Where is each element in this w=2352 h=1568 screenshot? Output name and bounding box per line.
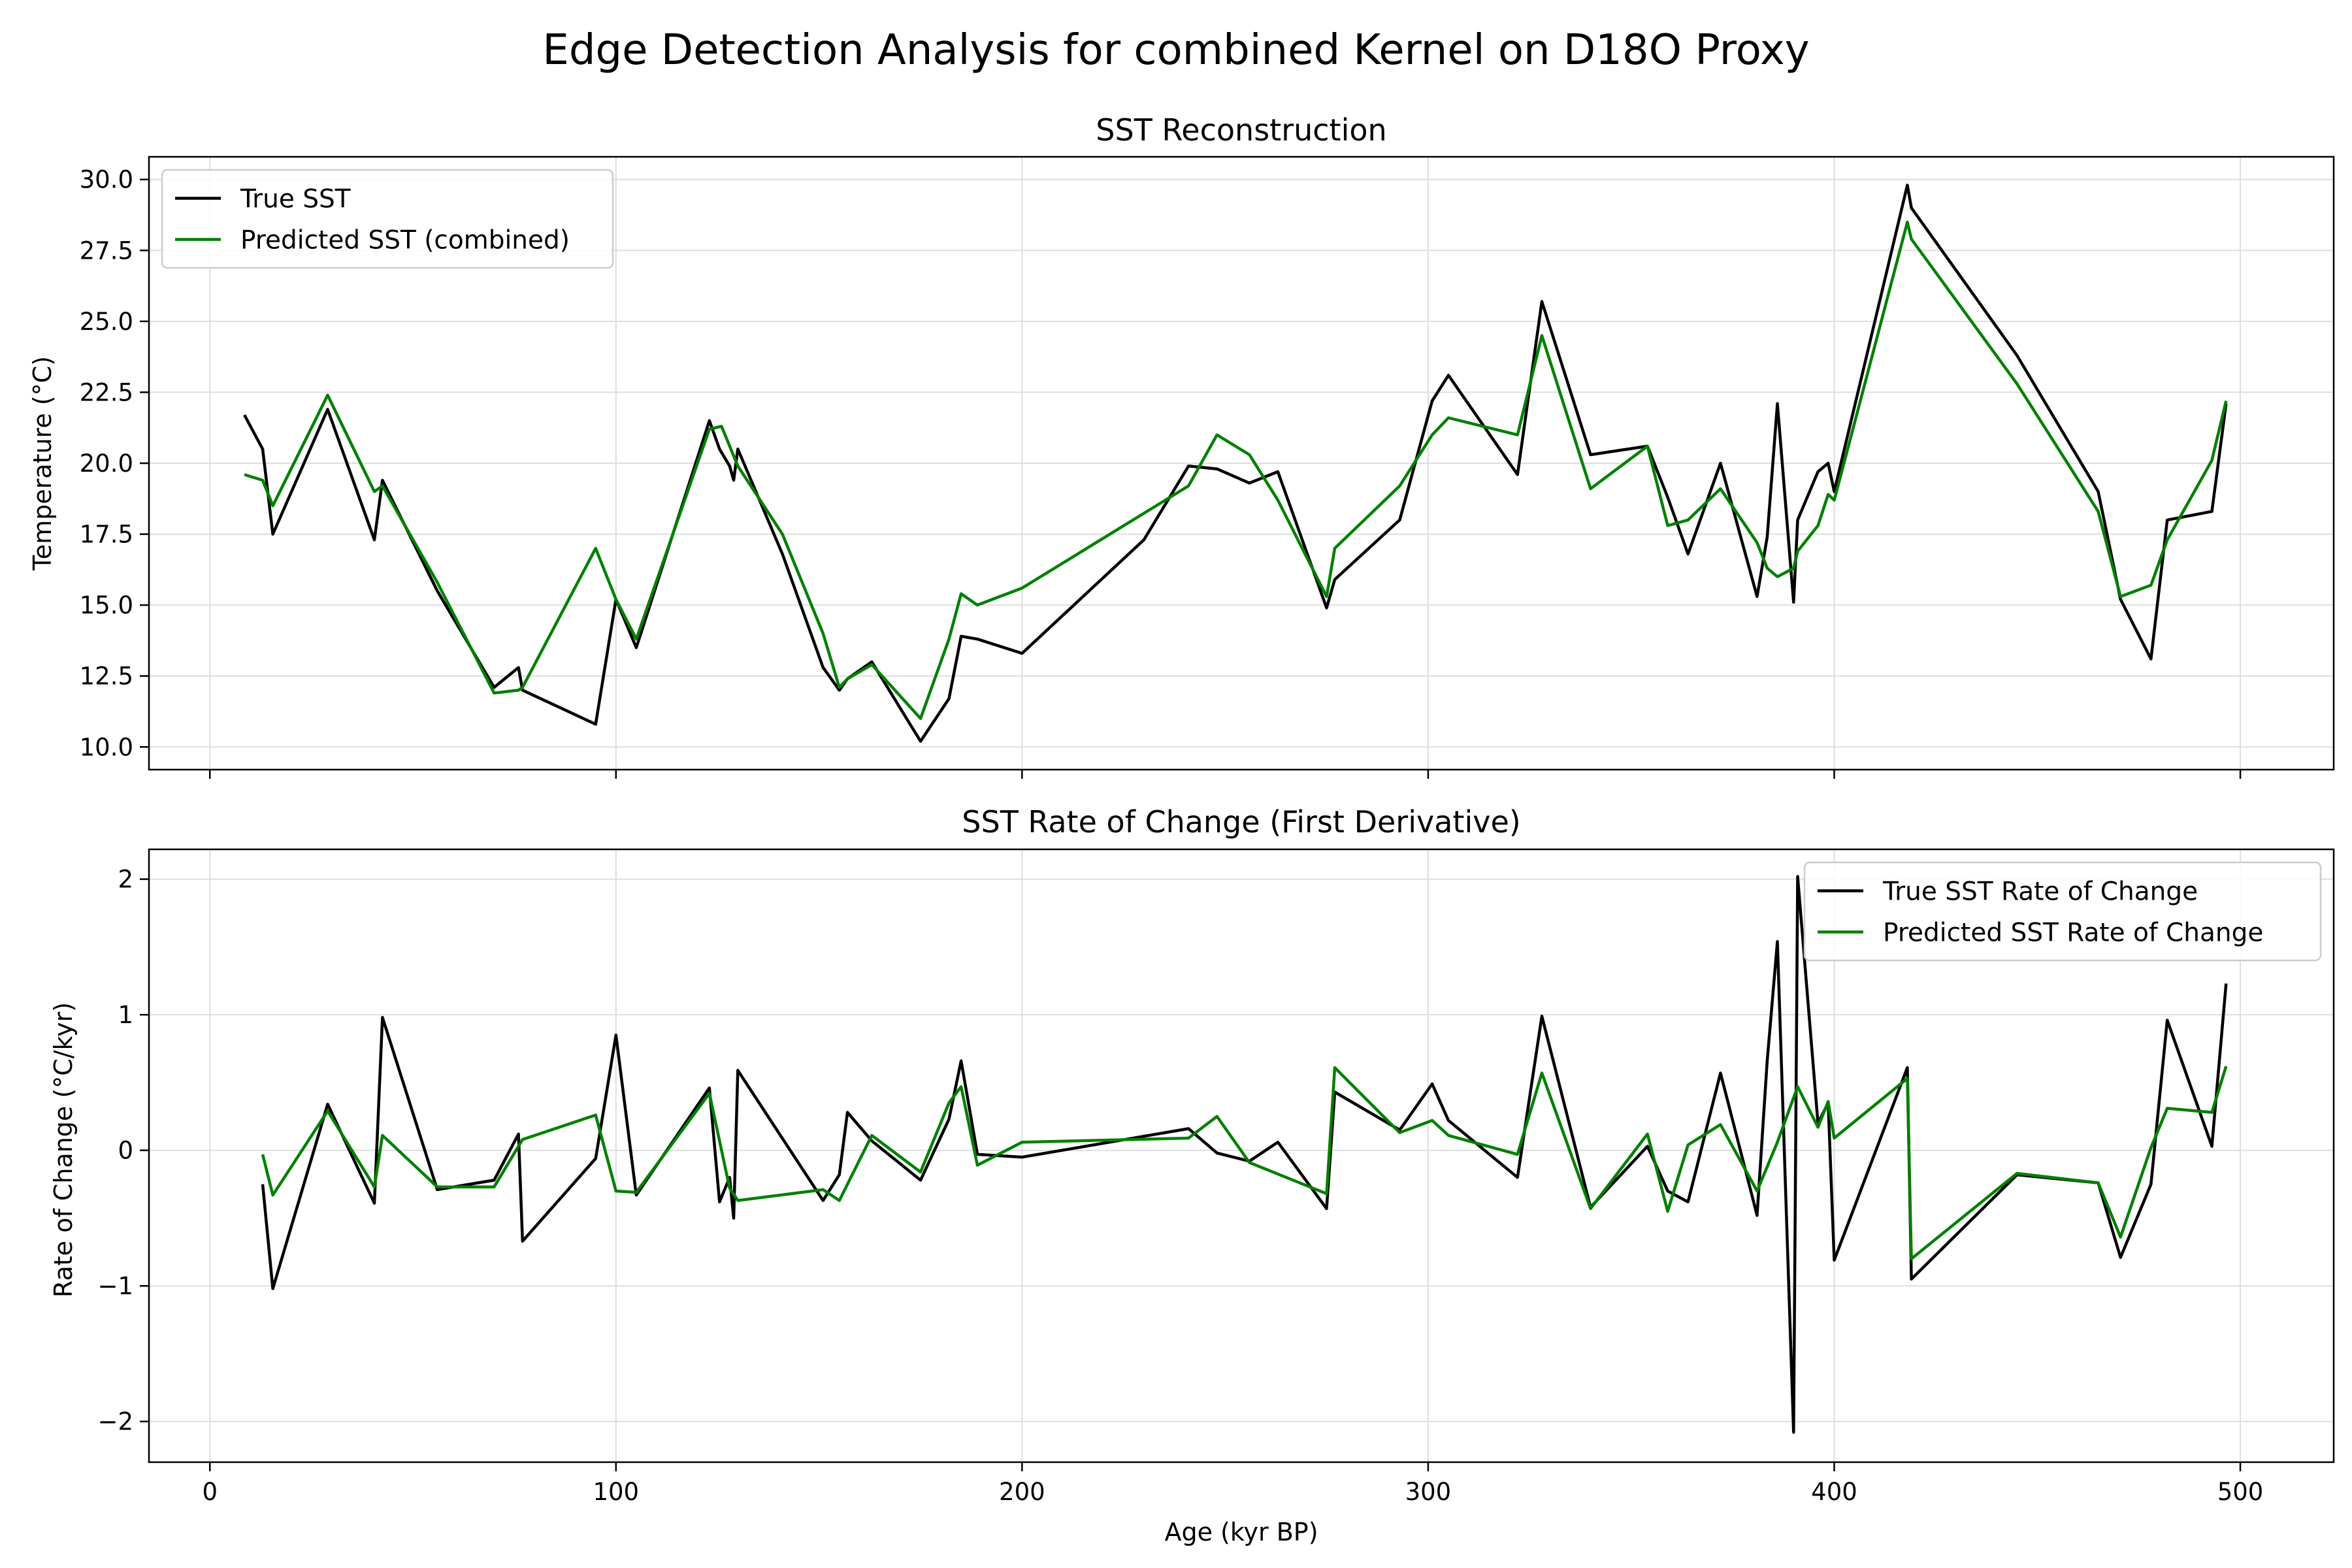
y-tick-label: 2 [118,866,133,894]
plot-frame [148,848,2335,1463]
series-line-true [243,184,2228,743]
x-tick-label: 300 [1405,1478,1452,1506]
figure-title: Edge Detection Analysis for combined Ker… [542,26,1809,74]
x-tick-label: 100 [593,1478,639,1506]
bottom-panel-title: SST Rate of Change (First Derivative) [962,804,1520,840]
x-tick-label: 200 [999,1478,1045,1506]
y-tick-label: 27.5 [80,237,133,265]
top-panel: 10.0 12.5 15.0 17.5 20.0 22.5 25.0 27.5 30.0 True… [80,155,2335,779]
legend-frame [161,169,614,269]
legend: True SST Predicted SST (combined) [161,169,614,269]
legend-label: True SST Rate of Change [1882,877,2198,907]
legend-label: Predicted SST (combined) [240,226,570,255]
series-line-predicted [244,220,2228,721]
legend-label: True SST [240,185,351,214]
top-panel-title: SST Reconstruction [1096,112,1386,148]
y-tick-label: 15.0 [80,591,133,619]
y-tick-label: −1 [97,1272,133,1300]
legend-frame [1803,861,2322,962]
y-tick-label: 1 [118,1001,133,1029]
y-tick-label: 17.5 [80,521,133,549]
y-tick-label: 30.0 [80,166,133,194]
series-line-true [261,875,2228,1434]
y-tick-label: 25.0 [80,308,133,336]
y-tick-label: 20.0 [80,449,133,478]
legend: True SST Rate of Change Predicted SST Rat… [1803,861,2322,962]
x-tick-label: 400 [1811,1478,1857,1506]
legend-label: Predicted SST Rate of Change [1883,919,2263,948]
series-line-predicted [261,1066,2228,1260]
x-tick-label: 500 [2217,1478,2264,1506]
top-y-axis-label: Temperature (°C) [28,356,57,571]
x-tick-label: 0 [202,1478,218,1506]
plot-frame [148,155,2335,771]
y-tick-label: 10.0 [80,733,133,761]
y-tick-label: 22.5 [80,378,133,406]
x-axis-label: Age (kyr BP) [1164,1518,1318,1546]
bottom-panel: 0 100 200 300 400 500 −2 −1 0 1 2 True SST Rate of … [97,848,2335,1506]
y-tick-label: 0 [118,1137,133,1165]
y-tick-label: 12.5 [80,662,133,691]
y-tick-label: −2 [97,1408,133,1436]
bottom-y-axis-label: Rate of Change (°C/kyr) [49,1002,78,1298]
